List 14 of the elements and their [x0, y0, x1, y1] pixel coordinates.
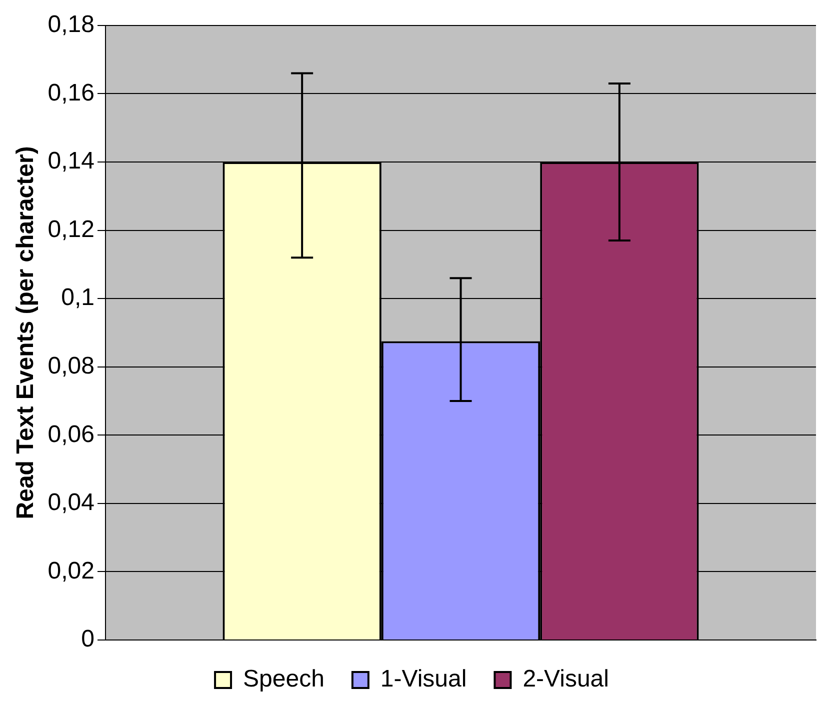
- y-tick-label: 0,06: [48, 420, 95, 448]
- y-tick-label: 0,04: [48, 489, 95, 516]
- y-tick-label: 0,16: [48, 79, 95, 106]
- y-tick-label: 0,14: [48, 148, 95, 175]
- legend-label: 2-Visual: [522, 666, 609, 693]
- y-tick-label: 0,08: [48, 352, 95, 380]
- y-tick-label: 0,1: [61, 284, 95, 312]
- legend-label: Speech: [243, 666, 324, 693]
- y-tick-label: 0: [81, 626, 95, 653]
- legend-label: 1-Visual: [380, 666, 467, 693]
- y-axis-title: Read Text Events (per character): [12, 146, 40, 520]
- y-tick-label: 0,18: [48, 11, 95, 38]
- y-tick-label: 0,02: [48, 557, 95, 584]
- y-tick-label: 0,12: [48, 216, 95, 243]
